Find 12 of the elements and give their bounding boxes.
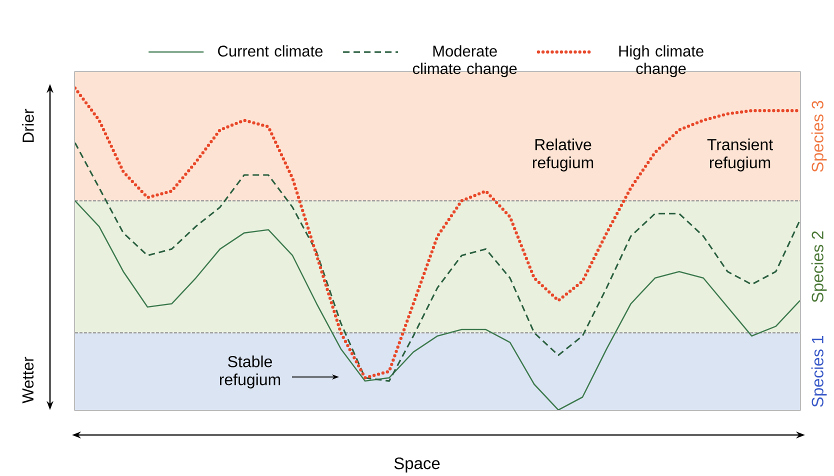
band-label: Species 3	[811, 100, 827, 172]
x-axis-title: Space	[394, 458, 440, 472]
annotation: Stable refugium	[220, 356, 280, 388]
legend-label: Current climate	[218, 45, 323, 57]
band-label: Species 2	[811, 231, 827, 302]
legend-label: High climate change	[619, 45, 704, 78]
band-label: Species 1	[811, 336, 827, 407]
text: Wetter	[22, 356, 34, 404]
annotation: Relative refugium	[532, 138, 594, 172]
text: Drier	[22, 108, 34, 142]
annotation: Transient refugium	[707, 138, 773, 172]
legend-label: Moderate climate change	[412, 45, 517, 78]
